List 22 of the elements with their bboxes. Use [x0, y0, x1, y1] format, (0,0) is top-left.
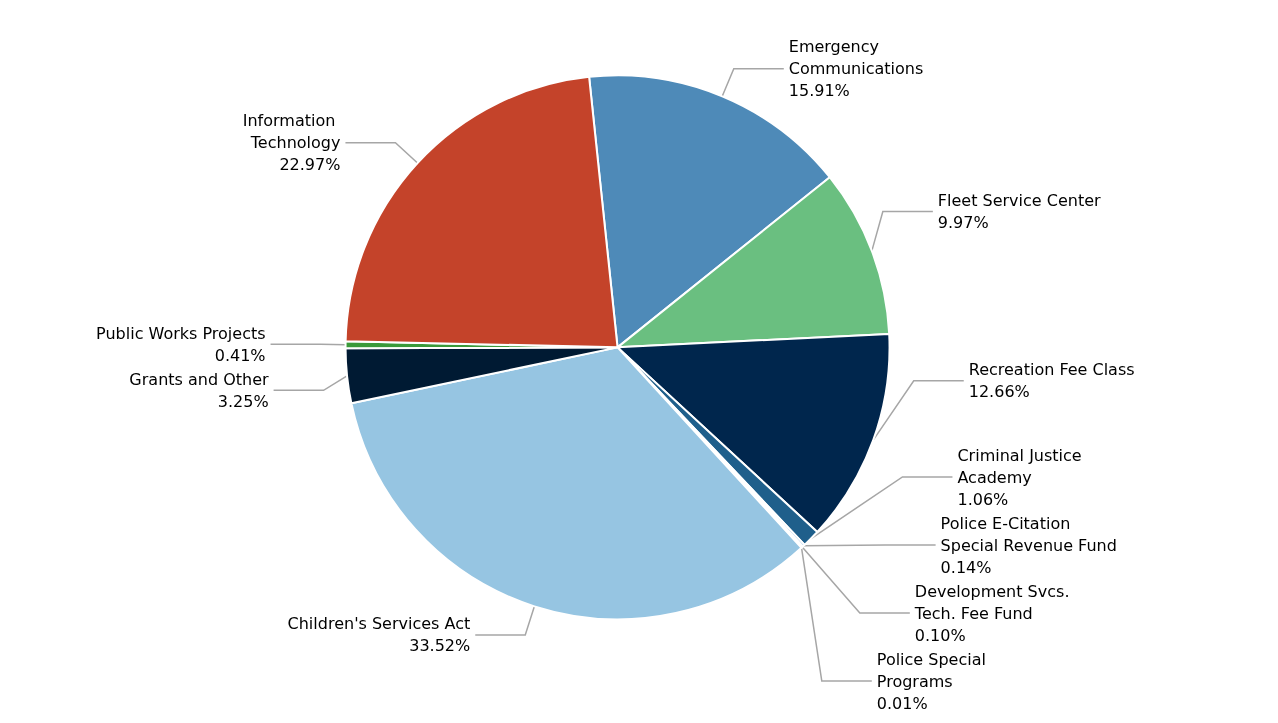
slice-label: Recreation Fee Class	[968, 360, 1135, 380]
slice-label: Criminal Justice Academy	[957, 445, 1087, 487]
data-label: 0.41%	[214, 345, 266, 365]
slice-label: Grants and Other	[129, 369, 270, 389]
data-label: 33.52%	[409, 636, 471, 656]
data-label: 0.10%	[914, 625, 966, 645]
data-label: 15.91%	[788, 81, 850, 101]
slice-label: Development Svcs. Tech. Fee Fund	[913, 581, 1075, 623]
slice-label: Police Special Programs	[876, 649, 992, 691]
slice-label: Information Technology	[242, 111, 341, 153]
slice-label: Emergency Communications	[788, 37, 924, 79]
data-label: 1.06%	[957, 489, 1009, 509]
data-label: 0.01%	[876, 693, 928, 713]
data-label: 9.97%	[937, 213, 989, 233]
slice-label: Police E-Citation Special Revenue Fund	[940, 513, 1117, 555]
slice-label: Children's Services Act	[287, 614, 471, 634]
data-label: 0.14%	[940, 557, 992, 577]
data-label: 3.25%	[217, 391, 269, 411]
data-label: 22.97%	[279, 155, 341, 175]
data-label: 12.66%	[968, 382, 1030, 402]
slice-label: Fleet Service Center	[937, 191, 1102, 211]
slice-label: Public Works Projects	[96, 323, 266, 343]
